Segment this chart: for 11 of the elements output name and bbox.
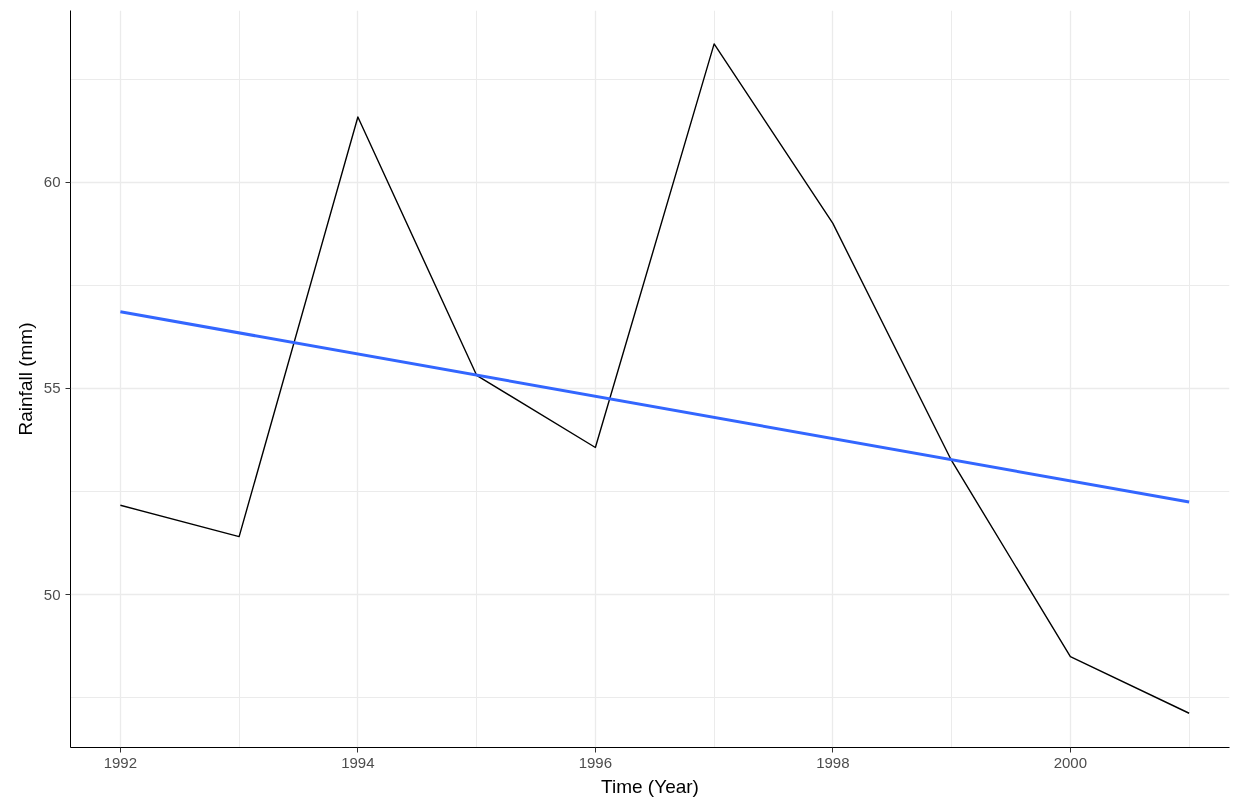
x-tick-label: 1992 bbox=[103, 753, 138, 771]
line-series bbox=[119, 43, 1190, 714]
y-tick-label: 60 bbox=[43, 173, 61, 191]
x-tick-label: 2000 bbox=[1053, 753, 1088, 771]
y-tick-label: 55 bbox=[43, 379, 61, 397]
x-tick-label: 1994 bbox=[341, 753, 375, 771]
x-tick-label: 1996 bbox=[578, 753, 613, 771]
x-tick-label: 1998 bbox=[816, 753, 850, 771]
y-tick-label: 50 bbox=[43, 585, 61, 603]
y-axis-title: Rainfall (mm) bbox=[14, 322, 36, 436]
x-axis-title: Time (Year) bbox=[601, 775, 699, 797]
